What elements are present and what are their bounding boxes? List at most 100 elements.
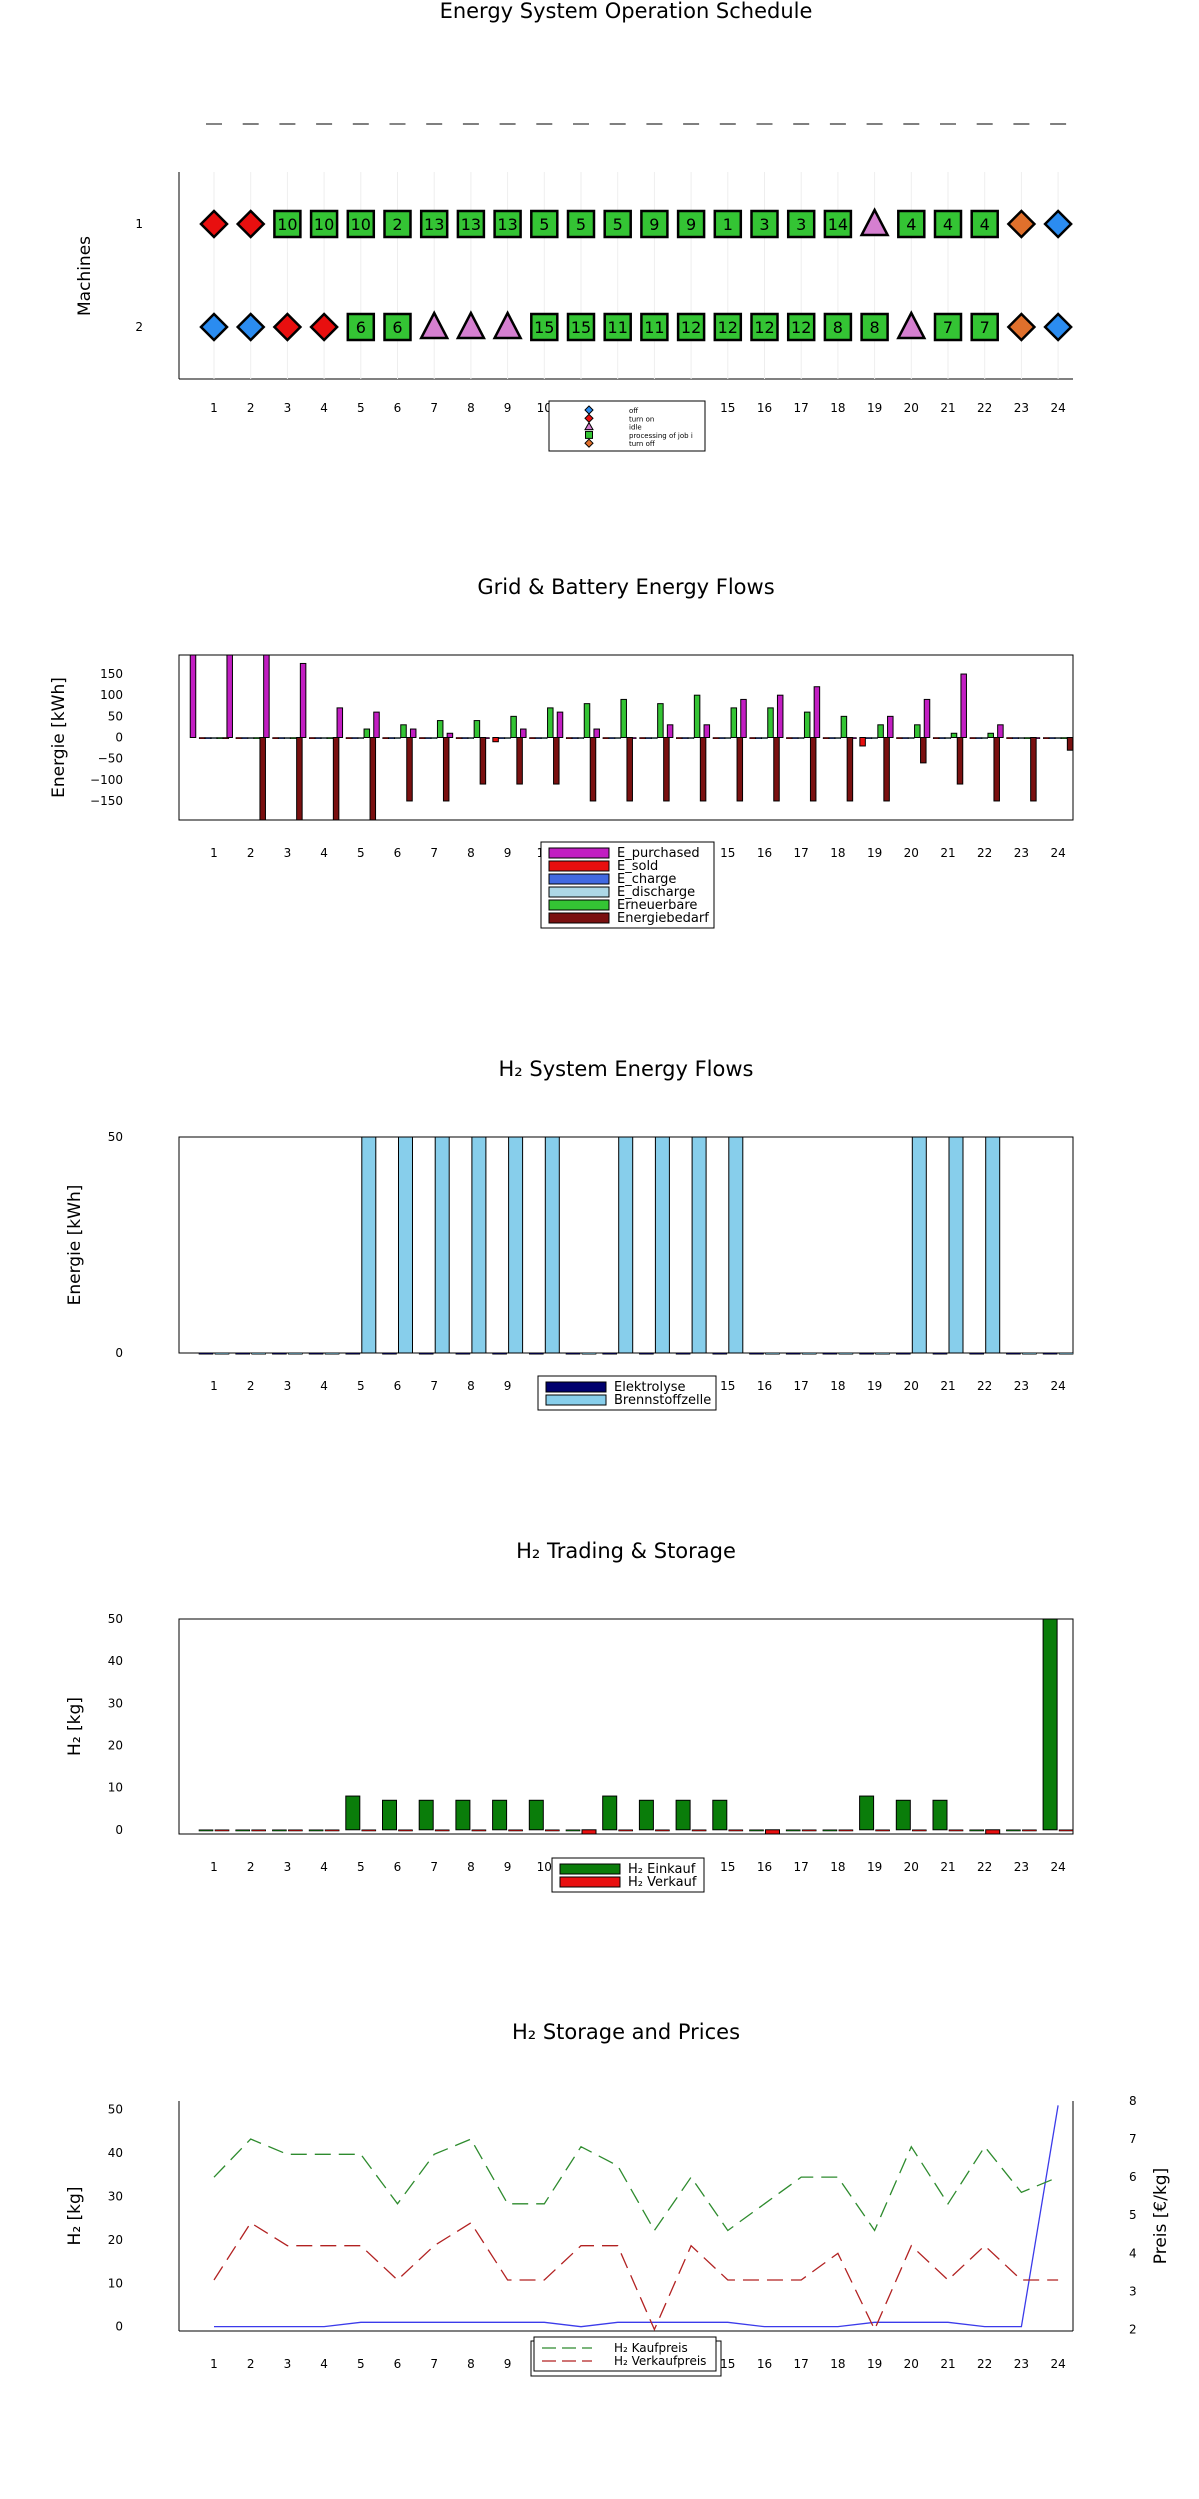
legend-swatch bbox=[548, 886, 610, 898]
bar bbox=[241, 737, 248, 740]
bar bbox=[838, 1829, 854, 1832]
legend-swatch bbox=[584, 438, 594, 448]
legend-swatch bbox=[584, 421, 594, 431]
bar bbox=[728, 1136, 744, 1354]
bar bbox=[987, 732, 994, 738]
turn-on-marker bbox=[235, 209, 266, 239]
x-tick-label: 24 bbox=[1050, 1860, 1065, 1874]
bar bbox=[859, 1795, 875, 1831]
bar bbox=[308, 1352, 324, 1355]
x-tick-label: 21 bbox=[940, 846, 955, 860]
bar bbox=[1022, 1829, 1037, 1832]
bar bbox=[418, 1352, 434, 1355]
chart-title: Grid & Battery Energy Flows bbox=[477, 575, 774, 599]
idle-marker bbox=[419, 310, 450, 340]
y2-tick-label: 2 bbox=[1129, 2322, 1137, 2336]
bar bbox=[712, 1352, 728, 1355]
bar bbox=[357, 737, 364, 740]
processing-marker bbox=[603, 312, 632, 342]
x-tick-label: 7 bbox=[430, 2357, 438, 2371]
bar bbox=[877, 724, 884, 738]
bar bbox=[712, 737, 719, 740]
bar bbox=[602, 1795, 618, 1831]
x-tick-label: 15 bbox=[720, 2357, 735, 2371]
job-label: 3 bbox=[759, 215, 769, 234]
bar bbox=[1022, 1352, 1037, 1355]
job-label: 12 bbox=[791, 318, 811, 337]
x-tick-label: 19 bbox=[867, 1860, 882, 1874]
legend-entry: H₂ Kaufpreis bbox=[614, 2341, 688, 2355]
bar bbox=[419, 737, 426, 740]
x-tick-label: 24 bbox=[1050, 1379, 1065, 1393]
processing-marker bbox=[346, 209, 376, 239]
bar bbox=[896, 737, 903, 740]
y-tick-label: 0 bbox=[115, 1823, 123, 1837]
bar bbox=[1006, 1352, 1021, 1355]
legend-entry: Energiebedarf bbox=[617, 911, 709, 926]
bar bbox=[528, 1352, 544, 1355]
bar bbox=[418, 1799, 434, 1831]
x-tick-label: 2 bbox=[247, 401, 255, 415]
x-tick-label: 24 bbox=[1050, 846, 1065, 860]
bar bbox=[544, 1829, 560, 1832]
x-tick-label: 5 bbox=[357, 2357, 365, 2371]
bar bbox=[920, 737, 927, 764]
x-tick-label: 21 bbox=[940, 1860, 955, 1874]
bar bbox=[473, 720, 481, 738]
bar bbox=[528, 1799, 544, 1831]
x-tick-label: 18 bbox=[830, 846, 845, 860]
bar bbox=[431, 737, 438, 740]
job-label: 4 bbox=[906, 215, 916, 234]
job-label: 6 bbox=[356, 318, 366, 337]
bar bbox=[846, 737, 854, 802]
legend-entry: Elektrolyse bbox=[614, 1380, 686, 1395]
bar bbox=[455, 737, 462, 740]
bar bbox=[400, 724, 407, 738]
job-label: 12 bbox=[718, 318, 738, 337]
idle-marker bbox=[896, 310, 927, 340]
series-line bbox=[214, 2105, 1059, 2328]
y-tick-label: −100 bbox=[90, 773, 123, 787]
legend-entry: E_sold bbox=[617, 859, 658, 874]
bar bbox=[932, 737, 940, 740]
legend-entry: turn on bbox=[629, 415, 654, 423]
bar bbox=[801, 1829, 817, 1832]
x-tick-label: 24 bbox=[1050, 401, 1065, 415]
x-tick-label: 17 bbox=[794, 1860, 809, 1874]
x-tick-label: 15 bbox=[720, 401, 735, 415]
legend-entry: E_discharge bbox=[617, 885, 695, 900]
bar bbox=[657, 703, 664, 739]
bar bbox=[345, 737, 352, 740]
bar bbox=[1042, 1352, 1058, 1355]
x-tick-label: 4 bbox=[320, 1860, 328, 1874]
bar bbox=[785, 1352, 801, 1355]
bar bbox=[272, 1352, 287, 1355]
processing-marker bbox=[493, 209, 522, 239]
bar bbox=[529, 737, 536, 740]
bar bbox=[373, 711, 380, 738]
legend-swatch bbox=[548, 860, 610, 872]
bar bbox=[691, 1829, 707, 1832]
bar bbox=[442, 737, 450, 802]
bar bbox=[577, 737, 585, 740]
bar bbox=[822, 1829, 838, 1832]
idle-marker bbox=[455, 310, 486, 340]
chart-title: H₂ Storage and Prices bbox=[512, 2020, 740, 2044]
bar bbox=[911, 1829, 927, 1832]
x-tick-label: 10 bbox=[537, 1860, 552, 1874]
bar bbox=[553, 737, 560, 785]
x-tick-label: 17 bbox=[794, 1379, 809, 1393]
bar bbox=[581, 1352, 597, 1355]
bar bbox=[749, 737, 756, 740]
x-tick-label: 22 bbox=[977, 2357, 992, 2371]
bar bbox=[544, 1136, 560, 1354]
processing-marker bbox=[750, 312, 779, 342]
x-tick-label: 16 bbox=[757, 846, 772, 860]
processing-marker bbox=[640, 209, 669, 239]
bar bbox=[675, 1352, 691, 1355]
x-tick-label: 21 bbox=[940, 401, 955, 415]
bar bbox=[618, 1136, 634, 1354]
bar bbox=[938, 737, 946, 740]
bar bbox=[798, 737, 805, 740]
